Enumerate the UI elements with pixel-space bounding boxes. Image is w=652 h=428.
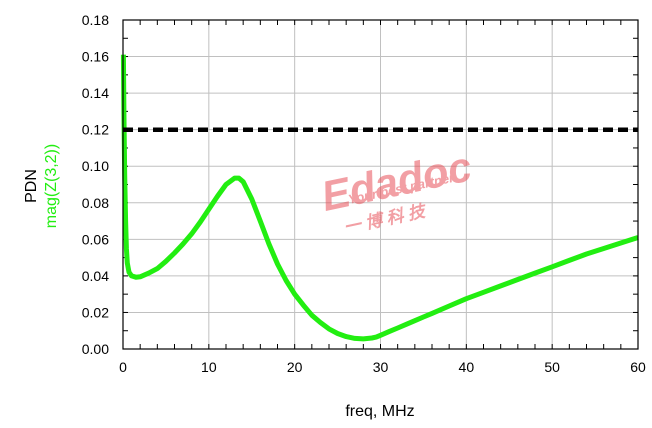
y-tick-label: 0.12 — [82, 122, 109, 138]
y-tick-label: 0.18 — [82, 12, 109, 28]
x-tick-label: 60 — [630, 359, 646, 375]
pdn-impedance-series — [120, 54, 639, 342]
x-tick-label: 40 — [459, 359, 475, 375]
grid-lines — [123, 20, 638, 349]
x-axis-title: freq, MHz — [345, 403, 414, 420]
x-tick-label: 30 — [373, 359, 389, 375]
y-tick-labels: 0.00 0.02 0.04 0.06 0.08 0.10 0.12 0.14 0.16 0.18 — [82, 12, 109, 357]
y-tick-label: 0.00 — [82, 341, 109, 357]
y-axis-series-label: mag(Z(3,2)) — [43, 144, 60, 228]
x-tick-label: 10 — [201, 359, 217, 375]
y-tick-label: 0.06 — [82, 231, 109, 247]
x-tick-label: 0 — [119, 359, 127, 375]
y-tick-label: 0.04 — [82, 268, 109, 284]
plot-frame — [122, 19, 639, 350]
x-tick-labels: 0 10 20 30 40 50 60 — [119, 359, 646, 375]
y-tick-label: 0.14 — [82, 85, 109, 101]
y-tick-label: 0.08 — [82, 195, 109, 211]
y-tick-label: 0.02 — [82, 304, 109, 320]
series-layer — [120, 54, 639, 342]
y-axis-title: PDN — [23, 169, 40, 203]
x-tick-label: 50 — [544, 359, 560, 375]
watermark-logo: Edadoc Your best partner 一 博 科 技 — [317, 142, 475, 237]
x-tick-label: 20 — [287, 359, 303, 375]
y-tick-label: 0.16 — [82, 49, 109, 65]
y-tick-label: 0.10 — [82, 158, 109, 174]
